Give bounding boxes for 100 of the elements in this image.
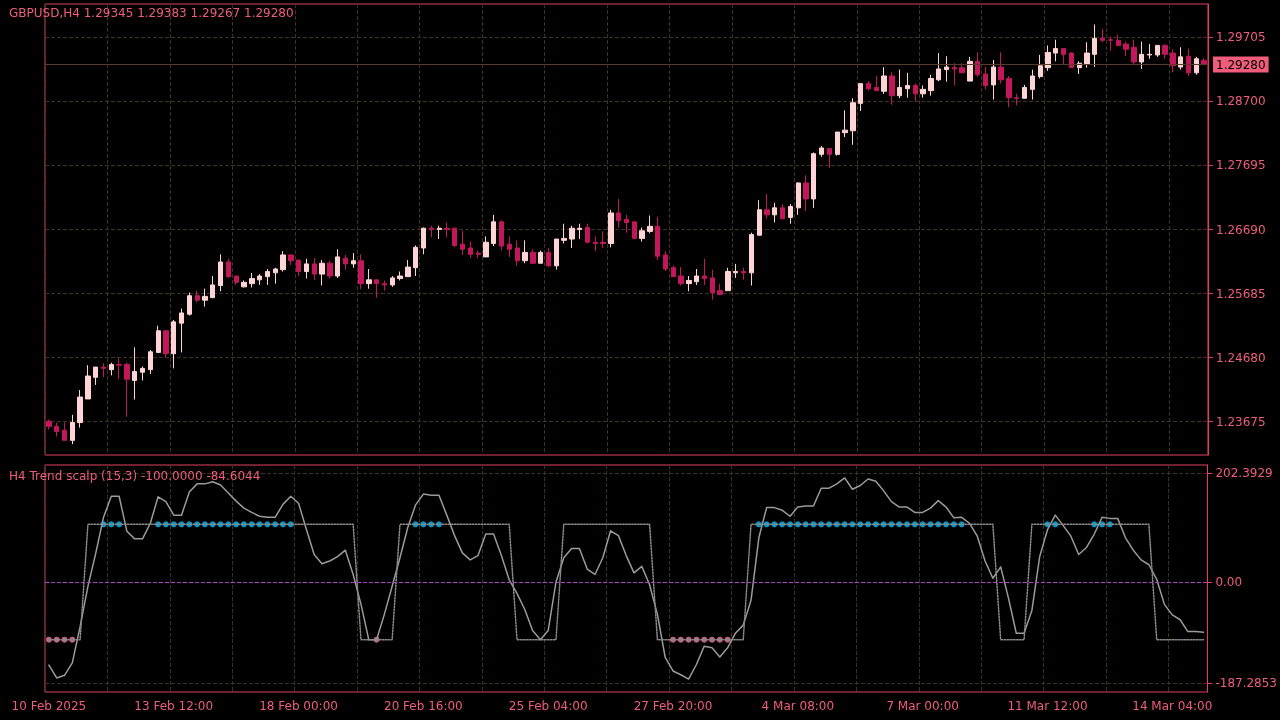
candlestick xyxy=(1100,28,1105,43)
candlestick xyxy=(1123,41,1129,57)
candlestick xyxy=(70,414,75,445)
candlestick xyxy=(124,362,130,418)
candlestick xyxy=(46,418,52,431)
candlestick xyxy=(1116,34,1121,47)
y-tick-label: 1.29705 xyxy=(1216,30,1266,45)
y-tick-label: 1.28700 xyxy=(1216,94,1266,109)
candlestick xyxy=(304,258,309,280)
candlestick xyxy=(1186,48,1191,77)
candlestick xyxy=(866,80,871,92)
candlestick xyxy=(93,366,98,386)
candlestick xyxy=(1038,54,1043,80)
candlestick xyxy=(694,268,699,286)
candlestick xyxy=(1014,93,1019,106)
candlestick xyxy=(944,55,949,83)
candlestick xyxy=(546,247,551,268)
x-tick-label: 25 Feb 04:00 xyxy=(508,699,588,713)
x-tick-label: 4 Mar 08:00 xyxy=(761,699,835,713)
candlestick xyxy=(741,267,746,281)
candlestick xyxy=(897,69,902,99)
candlestick xyxy=(296,259,301,277)
candlestick xyxy=(156,325,161,353)
candlestick xyxy=(522,239,528,264)
candlestick xyxy=(757,199,762,236)
candlestick xyxy=(889,71,895,106)
candlestick xyxy=(452,227,457,248)
x-tick-label: 11 Mar 12:00 xyxy=(1007,699,1088,713)
candlestick xyxy=(569,225,575,249)
candlestick xyxy=(998,51,1004,85)
candlestick xyxy=(241,279,247,288)
candlestick xyxy=(1162,43,1168,60)
candlestick xyxy=(54,422,59,438)
candlestick xyxy=(148,349,153,375)
candlestick xyxy=(796,181,801,216)
candlestick xyxy=(905,72,910,99)
candlestick xyxy=(280,250,286,273)
candlestick xyxy=(608,209,614,248)
candlestick xyxy=(678,266,684,287)
candlestick xyxy=(249,272,255,288)
candlestick xyxy=(273,267,278,285)
candlestick xyxy=(593,236,598,252)
candlestick xyxy=(101,362,106,378)
candlestick xyxy=(749,232,754,287)
chart-title: H4 Trend scalp (15,3) -100.0000 -84.6044 xyxy=(9,469,261,483)
candlestick xyxy=(671,265,676,278)
candlestick xyxy=(288,253,294,266)
candlestick xyxy=(632,221,637,239)
candlestick xyxy=(811,151,816,209)
candlestick xyxy=(413,244,418,277)
candlestick xyxy=(663,250,668,272)
candlestick xyxy=(179,307,184,353)
candlestick xyxy=(1030,69,1035,101)
candlestick xyxy=(710,269,715,301)
candlestick xyxy=(538,250,543,264)
candlestick xyxy=(983,66,988,90)
candlestick xyxy=(351,252,356,269)
candlestick xyxy=(499,220,504,252)
candlestick xyxy=(468,241,473,259)
candlestick xyxy=(1178,46,1183,71)
candlestick xyxy=(1061,48,1066,65)
y-tick-label: -187.2853 xyxy=(1215,675,1278,690)
candlestick xyxy=(202,288,208,308)
candlestick xyxy=(1147,43,1152,60)
candlestick xyxy=(616,198,621,229)
candlestick xyxy=(959,62,965,74)
candlestick xyxy=(1131,39,1137,66)
candlestick xyxy=(647,214,653,234)
candlestick xyxy=(928,74,934,97)
candlestick xyxy=(85,364,91,400)
candlestick xyxy=(874,75,879,92)
candlestick xyxy=(788,203,793,225)
candlestick xyxy=(171,319,176,369)
candlestick xyxy=(163,329,169,359)
candlestick xyxy=(382,279,387,292)
candlestick xyxy=(507,236,512,258)
candlestick xyxy=(554,238,559,271)
x-tick-label: 10 Feb 2025 xyxy=(11,699,87,713)
candlestick xyxy=(1108,35,1113,51)
candlestick xyxy=(218,253,223,292)
candlestick xyxy=(835,131,840,157)
candlestick xyxy=(421,227,426,255)
candlestick xyxy=(444,221,450,238)
y-tick-label: 1.23675 xyxy=(1216,414,1266,429)
candlestick xyxy=(600,230,606,249)
candlestick xyxy=(405,259,411,278)
candlestick xyxy=(850,97,856,146)
candlestick xyxy=(686,275,692,292)
candlestick xyxy=(975,51,980,78)
candlestick xyxy=(1045,44,1051,72)
candlestick xyxy=(858,82,863,112)
candlestick xyxy=(624,214,629,234)
candlestick xyxy=(312,257,317,281)
candlestick xyxy=(530,248,536,265)
candlestick xyxy=(116,357,122,380)
x-tick-label: 27 Feb 20:00 xyxy=(633,699,713,713)
candlestick xyxy=(881,66,887,95)
candlestick xyxy=(952,62,957,87)
candlestick xyxy=(210,275,215,299)
candlestick xyxy=(819,145,824,158)
